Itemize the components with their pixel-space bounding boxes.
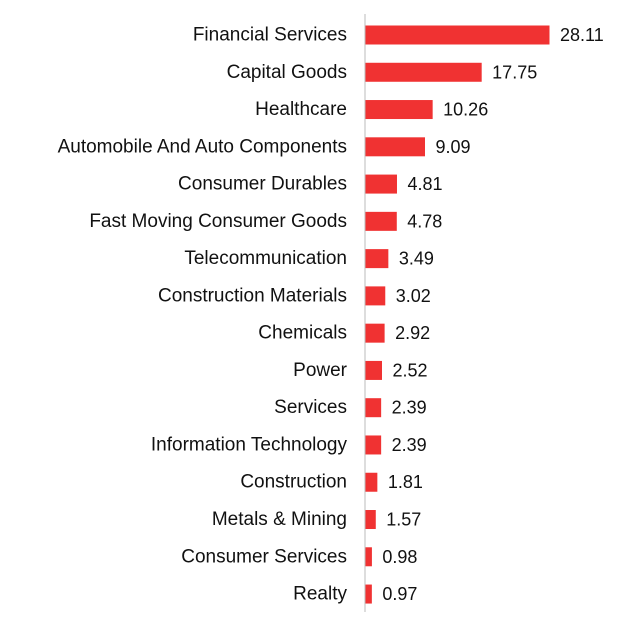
category-label: Automobile And Auto Components: [58, 136, 347, 157]
value-label: 10.26: [443, 100, 488, 120]
value-label: 9.09: [436, 137, 471, 157]
category-label: Services: [274, 397, 347, 418]
category-label: Capital Goods: [227, 62, 347, 83]
category-label: Realty: [293, 584, 347, 605]
bars-group: [365, 25, 550, 604]
value-label: 28.11: [560, 25, 604, 45]
bar: [365, 137, 426, 157]
category-label: Financial Services: [193, 25, 347, 46]
bar: [365, 360, 382, 380]
value-label: 17.75: [492, 62, 537, 82]
category-label: Information Technology: [151, 434, 348, 455]
bar: [365, 398, 382, 418]
bar: [365, 62, 482, 82]
bar: [365, 435, 382, 455]
bar: [365, 211, 397, 231]
bar: [365, 100, 433, 120]
category-label: Construction Materials: [158, 285, 347, 306]
value-label: 4.78: [407, 211, 442, 231]
value-label: 2.92: [395, 323, 430, 343]
value-label: 4.81: [407, 174, 442, 194]
value-label: 2.52: [392, 360, 427, 380]
bar: [365, 547, 372, 567]
category-label: Telecommunication: [184, 248, 347, 269]
value-label: 3.02: [396, 286, 431, 306]
value-label: 1.81: [388, 472, 423, 492]
bar: [365, 584, 372, 604]
bar: [365, 25, 550, 45]
category-label: Consumer Durables: [178, 174, 347, 195]
category-label: Healthcare: [255, 99, 347, 120]
bar: [365, 174, 397, 194]
category-labels-group: Financial Services Capital Goods Healthcar…: [58, 25, 348, 605]
bar: [365, 323, 385, 343]
value-label: 3.49: [399, 249, 434, 269]
category-label: Chemicals: [258, 323, 347, 344]
value-label: 2.39: [392, 435, 427, 455]
category-label: Construction: [240, 472, 347, 493]
bar: [365, 286, 386, 306]
bar: [365, 510, 376, 530]
category-label: Metals & Mining: [212, 509, 347, 530]
value-label: 0.97: [382, 584, 417, 604]
category-label: Fast Moving Consumer Goods: [89, 211, 347, 232]
value-label: 1.57: [386, 510, 421, 530]
category-label: Power: [293, 360, 348, 381]
category-label: Consumer Services: [181, 546, 347, 567]
value-label: 0.98: [382, 547, 417, 567]
value-label: 2.39: [392, 398, 427, 418]
bar: [365, 249, 389, 269]
bar: [365, 472, 378, 492]
